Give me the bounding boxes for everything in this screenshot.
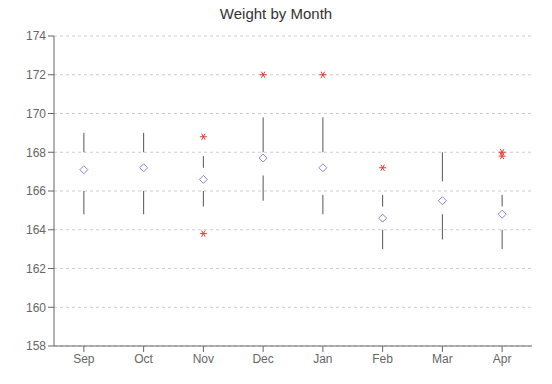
html-text:Weight by Month: Weight by Month	[219, 5, 333, 22]
svg-text:Nov: Nov	[193, 352, 214, 366]
svg-text:Mar: Mar	[432, 352, 453, 366]
svg-text:Oct: Oct	[134, 352, 153, 366]
svg-text:Apr: Apr	[493, 352, 512, 366]
svg-text:160: 160	[26, 301, 46, 315]
svg-text:168: 168	[26, 146, 46, 160]
svg-text:166: 166	[26, 184, 46, 198]
svg-text:Dec: Dec	[252, 352, 273, 366]
svg-text:Feb: Feb	[372, 352, 393, 366]
svg-text:164: 164	[26, 223, 46, 237]
svg-text:172: 172	[26, 68, 46, 82]
svg-text:162: 162	[26, 262, 46, 276]
svg-text:158: 158	[26, 339, 46, 353]
svg-text:Jan: Jan	[313, 352, 332, 366]
svg-text:170: 170	[26, 107, 46, 121]
svg-text:174: 174	[26, 29, 46, 43]
svg-text:Sep: Sep	[73, 352, 95, 366]
